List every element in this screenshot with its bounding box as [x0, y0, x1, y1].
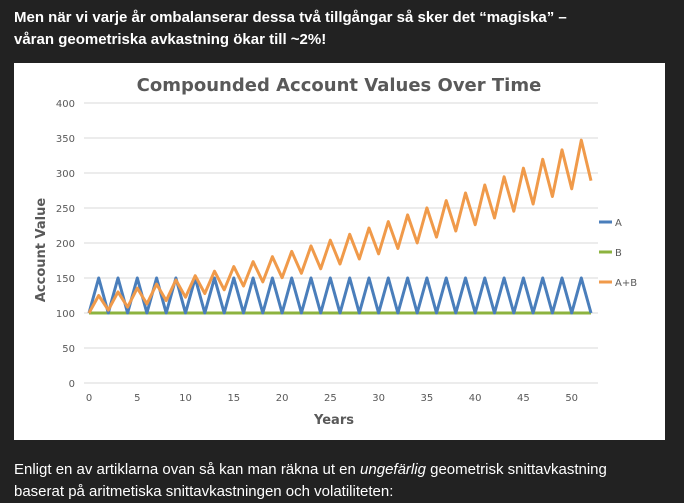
- y-tick-label: 150: [56, 274, 75, 285]
- x-tick-label: 50: [565, 393, 578, 404]
- x-tick-label: 15: [227, 393, 240, 404]
- followup-line-2: baserat på aritmetiska snittavkastningen…: [14, 483, 394, 500]
- intro-line-2: våran geometriska avkastning ökar till ~…: [14, 31, 327, 48]
- y-tick-label: 100: [56, 309, 75, 320]
- x-tick-label: 10: [179, 393, 192, 404]
- paragraph-followup: Enligt en av artiklarna ovan så kan man …: [14, 459, 674, 503]
- x-tick-label: 45: [517, 393, 530, 404]
- y-tick-label: 300: [56, 169, 75, 180]
- y-tick-label: 250: [56, 204, 75, 215]
- chart-image: Compounded Account Values Over Time Year…: [14, 63, 665, 440]
- x-axis-label: Years: [313, 413, 354, 428]
- x-tick-label: 35: [421, 393, 434, 404]
- y-axis-label: Account Value: [34, 198, 49, 302]
- x-tick-label: 5: [134, 393, 140, 404]
- followup-line-1: Enligt en av artiklarna ovan så kan man …: [14, 459, 674, 481]
- x-tick-label: 25: [324, 393, 337, 404]
- y-tick-label: 50: [62, 344, 75, 355]
- y-tick-label: 350: [56, 134, 75, 145]
- x-tick-label: 40: [469, 393, 482, 404]
- x-tick-label: 30: [372, 393, 385, 404]
- chart-title: Compounded Account Values Over Time: [137, 75, 542, 96]
- y-tick-label: 400: [56, 99, 75, 110]
- legend-label: B: [615, 248, 622, 259]
- followup-italic: ungefärlig: [360, 461, 426, 478]
- legend-label: A: [615, 218, 622, 229]
- y-tick-label: 200: [56, 239, 75, 250]
- series-line-aplusb: [87, 138, 593, 314]
- compounded-values-chart: Compounded Account Values Over Time Year…: [34, 75, 637, 428]
- followup-text-a: Enligt en av artiklarna ovan så kan man …: [14, 461, 361, 478]
- x-tick-label: 20: [276, 393, 289, 404]
- x-tick-label: 0: [86, 393, 92, 404]
- y-tick-label: 0: [69, 379, 75, 390]
- paragraph-intro: Men när vi varje år ombalanserar dessa t…: [14, 7, 674, 51]
- intro-line-1: Men när vi varje år ombalanserar dessa t…: [14, 9, 567, 26]
- followup-text-b: geometrisk snittavkastning: [425, 461, 607, 478]
- legend-label: A+B: [615, 278, 637, 289]
